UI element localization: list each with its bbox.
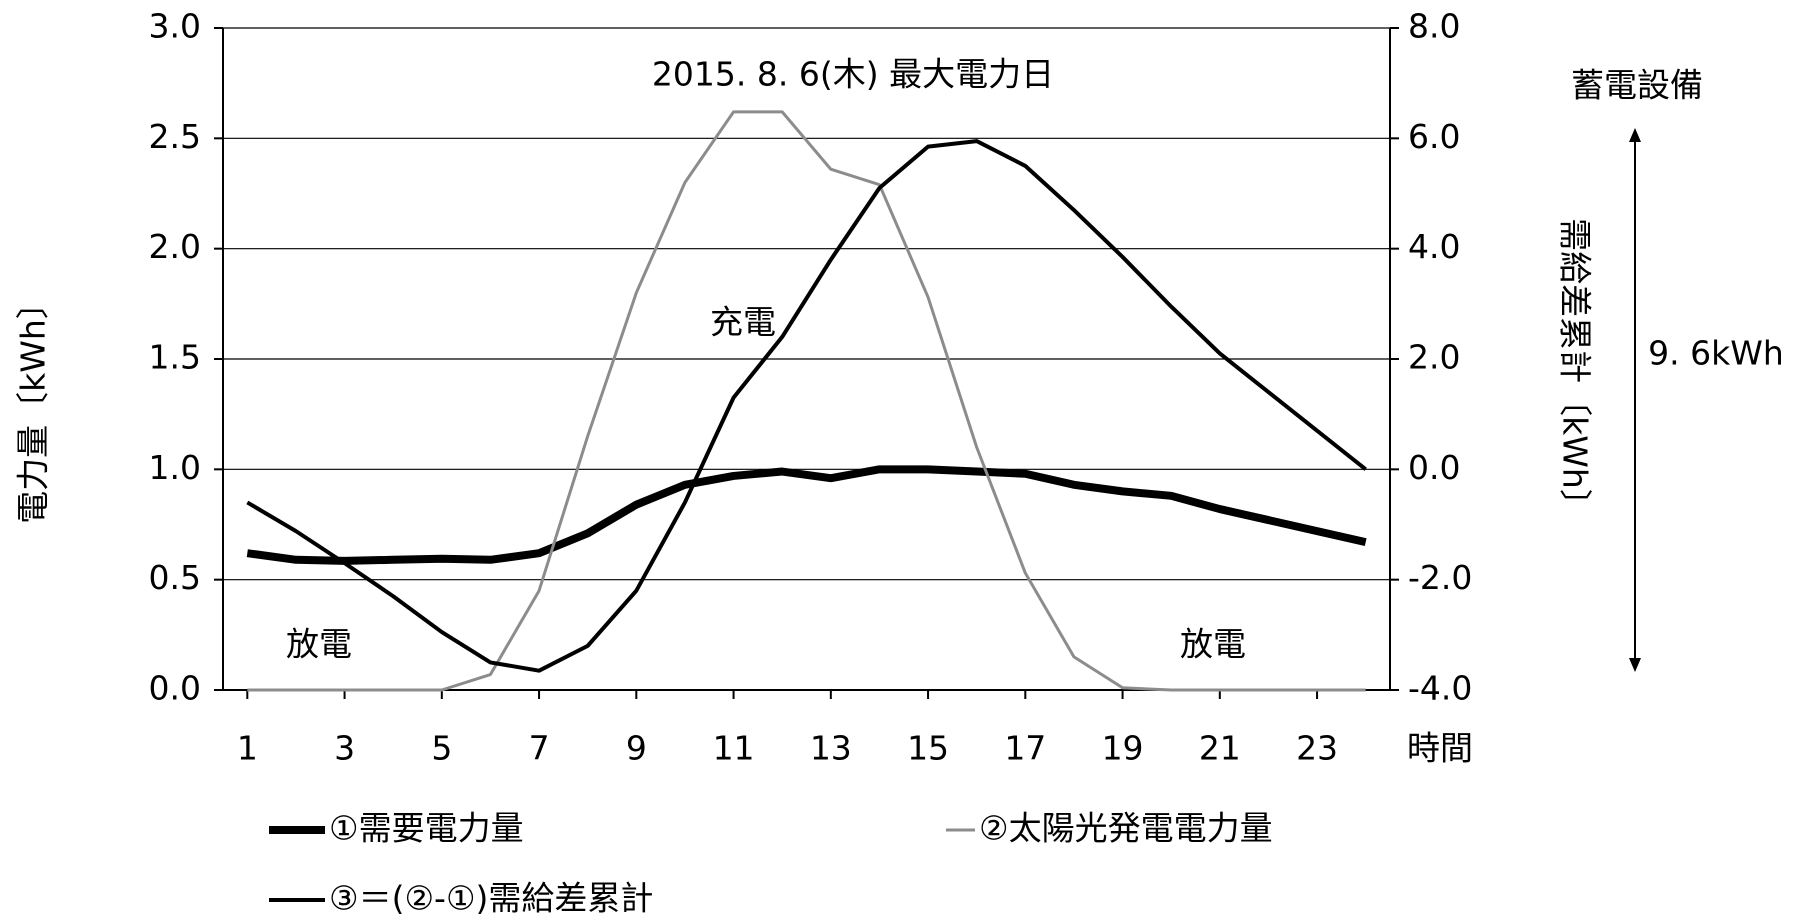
x-tick-label: 3 <box>334 729 355 768</box>
x-tick-label: 1 <box>237 729 258 768</box>
x-tick-label: 5 <box>431 729 452 768</box>
y2-tick-label: 4.0 <box>1408 227 1460 266</box>
annotation: 9. 6kWh <box>1648 334 1784 373</box>
x-tick-label: 7 <box>529 729 550 768</box>
y2-tick-label: 8.0 <box>1408 7 1460 46</box>
annotation: 放電 <box>1180 625 1246 664</box>
y-tick-label: 0.0 <box>149 669 201 708</box>
x-tick-label: 19 <box>1102 729 1144 768</box>
legend-label: ①需要電力量 <box>329 809 524 848</box>
y-tick-label: 2.5 <box>149 117 201 156</box>
y-tick-label: 1.5 <box>149 338 201 377</box>
y-tick-label: 2.0 <box>149 227 201 266</box>
y2-tick-label: -4.0 <box>1408 669 1472 708</box>
chart-title: 2015. 8. 6(木) 最大電力日 <box>652 55 1054 94</box>
annotation: 蓄電設備 <box>1571 66 1703 105</box>
y-tick-label: 1.0 <box>149 448 201 487</box>
series-line <box>246 465 1367 565</box>
x-tick-label: 23 <box>1296 729 1338 768</box>
y2-tick-label: -2.0 <box>1408 558 1472 597</box>
x-tick-label: 15 <box>907 729 949 768</box>
x-tick-label: 13 <box>810 729 852 768</box>
y2-tick-label: 2.0 <box>1408 338 1460 377</box>
x-axis-label: 時間 <box>1407 729 1473 768</box>
x-tick-label: 21 <box>1199 729 1241 768</box>
x-tick-label: 11 <box>713 729 755 768</box>
y-axis-label: 電力量〔kWh〕 <box>14 286 53 524</box>
annotation: 放電 <box>286 625 352 664</box>
storage-arrow <box>1629 128 1641 672</box>
y-tick-label: 3.0 <box>149 7 201 46</box>
y-tick-label: 0.5 <box>149 558 201 597</box>
y2-axis-label: 需給差累計〔kWh〕 <box>1556 218 1595 522</box>
series-line <box>247 110 1366 692</box>
legend-label: ②太陽光発電電力量 <box>979 809 1273 848</box>
y2-tick-label: 0.0 <box>1408 448 1460 487</box>
x-tick-label: 17 <box>1004 729 1046 768</box>
x-tick-label: 9 <box>626 729 647 768</box>
legend-label: ③＝(②-①)需給差累計 <box>329 879 653 918</box>
annotation: 充電 <box>710 303 776 342</box>
y2-tick-label: 6.0 <box>1408 117 1460 156</box>
series-line <box>246 139 1367 673</box>
